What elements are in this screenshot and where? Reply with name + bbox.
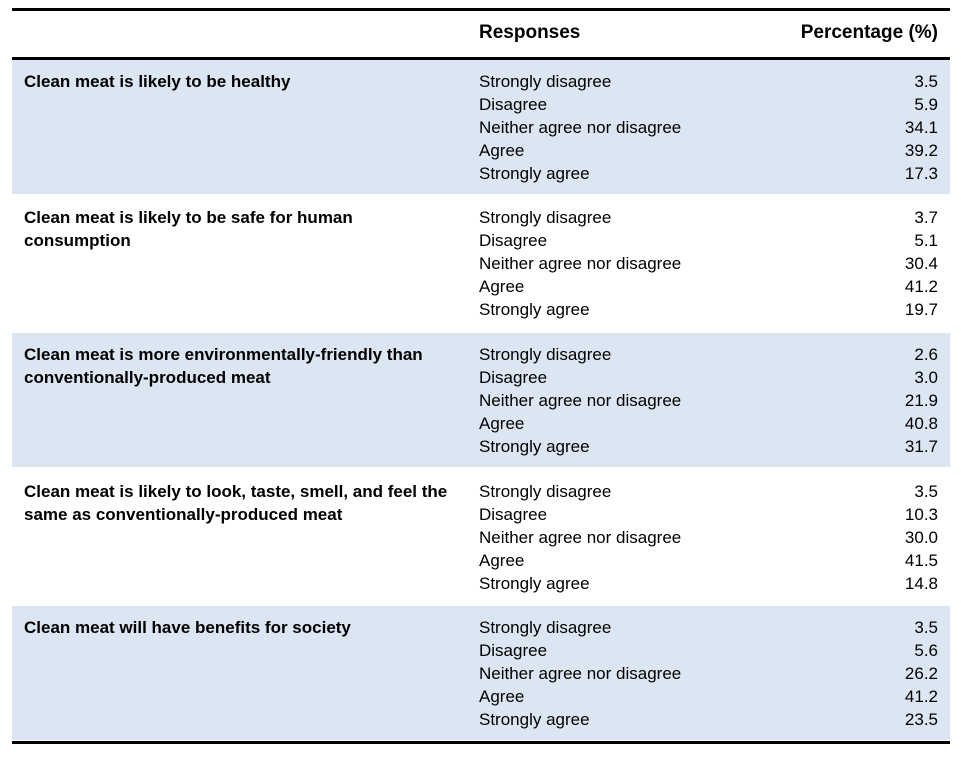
percentage-value: 23.5 bbox=[904, 710, 938, 729]
response-label: Agree bbox=[479, 141, 525, 160]
percentage-value: 26.2 bbox=[904, 664, 938, 683]
percentage-value: 3.5 bbox=[914, 618, 938, 637]
percentages-list: 3.5 10.3 30.0 41.5 14.8 bbox=[905, 480, 938, 595]
response-label: Disagree bbox=[479, 641, 548, 660]
percentage-value: 39.2 bbox=[904, 141, 938, 160]
top-rule bbox=[12, 8, 950, 11]
percentage-value: 5.1 bbox=[914, 231, 938, 250]
statement: Clean meat will have benefits for societ… bbox=[24, 618, 351, 637]
percentage-value: 14.8 bbox=[904, 574, 938, 593]
table-row: Clean meat is likely to be healthy Strong… bbox=[12, 60, 950, 194]
percentage-value: 3.5 bbox=[914, 72, 938, 91]
response-label: Strongly disagree bbox=[479, 482, 612, 501]
response-label: Disagree bbox=[479, 505, 548, 524]
percentage-value: 3.0 bbox=[914, 368, 938, 387]
percentage-value: 21.9 bbox=[904, 391, 938, 410]
response-label: Agree bbox=[479, 414, 525, 433]
response-label: Strongly disagree bbox=[479, 208, 612, 227]
percentage-value: 3.7 bbox=[914, 208, 938, 227]
response-label: Strongly disagree bbox=[479, 618, 612, 637]
response-label: Strongly agree bbox=[479, 437, 590, 456]
response-label: Strongly agree bbox=[479, 574, 590, 593]
percentage-value: 5.9 bbox=[914, 95, 938, 114]
table-row: Clean meat is likely to look, taste, sme… bbox=[12, 470, 950, 604]
table-row: Clean meat is likely to be safe for huma… bbox=[12, 196, 950, 330]
bottom-rule bbox=[12, 741, 950, 744]
percentage-value: 17.3 bbox=[904, 164, 938, 183]
responses-list: Strongly disagree Disagree Neither agree n… bbox=[479, 343, 681, 458]
response-label: Strongly disagree bbox=[479, 345, 612, 364]
response-label: Neither agree nor disagree bbox=[479, 391, 682, 410]
response-label: Neither agree nor disagree bbox=[479, 664, 682, 683]
percentage-value: 41.5 bbox=[904, 551, 938, 570]
response-label: Neither agree nor disagree bbox=[479, 118, 682, 137]
response-label: Agree bbox=[479, 551, 525, 570]
response-label: Strongly agree bbox=[479, 164, 590, 183]
header-percentage: Percentage (%) bbox=[800, 22, 938, 43]
percentage-value: 10.3 bbox=[904, 505, 938, 524]
percentage-value: 30.4 bbox=[904, 254, 938, 273]
percentages-list: 2.6 3.0 21.9 40.8 31.7 bbox=[905, 343, 938, 458]
percentage-value: 19.7 bbox=[904, 300, 938, 319]
percentage-value: 3.5 bbox=[914, 482, 938, 501]
percentages-list: 3.7 5.1 30.4 41.2 19.7 bbox=[905, 206, 938, 321]
statement: Clean meat is more environmentally-frien… bbox=[24, 345, 423, 387]
response-label: Strongly disagree bbox=[479, 72, 612, 91]
response-label: Strongly agree bbox=[479, 710, 590, 729]
statement: Clean meat is likely to be healthy bbox=[24, 72, 291, 91]
header-responses: Responses bbox=[479, 22, 581, 43]
responses-list: Strongly disagree Disagree Neither agree n… bbox=[479, 616, 681, 731]
response-label: Agree bbox=[479, 687, 525, 706]
responses-list: Strongly disagree Disagree Neither agree n… bbox=[479, 70, 681, 185]
table-row: Clean meat is more environmentally-frien… bbox=[12, 333, 950, 467]
percentage-value: 34.1 bbox=[904, 118, 938, 137]
response-label: Neither agree nor disagree bbox=[479, 528, 682, 547]
percentage-value: 41.2 bbox=[904, 687, 938, 706]
percentage-value: 40.8 bbox=[904, 414, 938, 433]
percentages-list: 3.5 5.6 26.2 41.2 23.5 bbox=[905, 616, 938, 731]
response-label: Disagree bbox=[479, 95, 548, 114]
percentage-value: 5.6 bbox=[914, 641, 938, 660]
response-label: Agree bbox=[479, 277, 525, 296]
response-label: Strongly agree bbox=[479, 300, 590, 319]
responses-list: Strongly disagree Disagree Neither agree n… bbox=[479, 206, 681, 321]
percentages-list: 3.5 5.9 34.1 39.2 17.3 bbox=[905, 70, 938, 185]
percentage-value: 31.7 bbox=[904, 437, 938, 456]
percentage-value: 41.2 bbox=[904, 277, 938, 296]
response-label: Neither agree nor disagree bbox=[479, 254, 682, 273]
percentage-value: 30.0 bbox=[904, 528, 938, 547]
statement: Clean meat is likely to look, taste, sme… bbox=[24, 482, 448, 524]
statement: Clean meat is likely to be safe for huma… bbox=[24, 208, 353, 250]
percentage-value: 2.6 bbox=[914, 345, 938, 364]
table-row: Clean meat will have benefits for societ… bbox=[12, 606, 950, 740]
header-rule bbox=[12, 57, 950, 60]
response-label: Disagree bbox=[479, 231, 548, 250]
response-label: Disagree bbox=[479, 368, 548, 387]
responses-list: Strongly disagree Disagree Neither agree n… bbox=[479, 480, 681, 595]
